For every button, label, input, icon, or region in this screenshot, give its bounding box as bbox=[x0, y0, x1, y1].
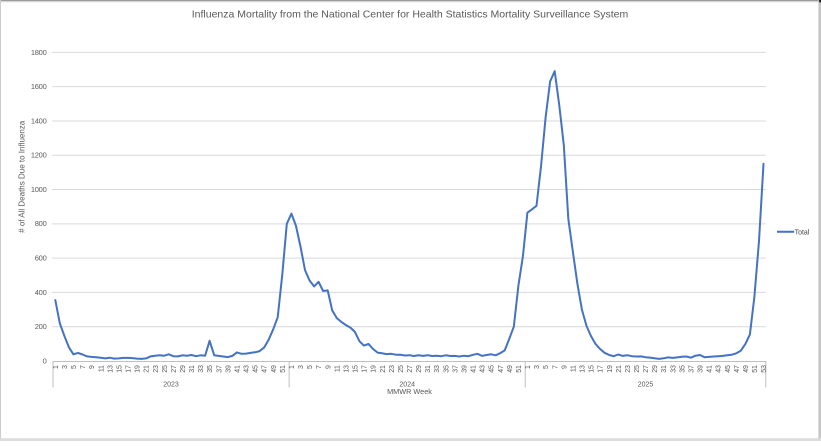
svg-text:7: 7 bbox=[80, 365, 87, 369]
svg-text:1: 1 bbox=[525, 365, 532, 369]
svg-text:Influenza Mortality from the N: Influenza Mortality from the National Ce… bbox=[192, 9, 629, 21]
svg-text:53: 53 bbox=[761, 365, 768, 373]
svg-text:11: 11 bbox=[98, 365, 105, 372]
svg-text:13: 13 bbox=[580, 365, 587, 373]
svg-text:33: 33 bbox=[198, 365, 205, 373]
svg-text:1000: 1000 bbox=[31, 185, 47, 194]
svg-text:31: 31 bbox=[661, 365, 668, 373]
svg-text:41: 41 bbox=[235, 365, 242, 373]
svg-text:200: 200 bbox=[35, 322, 47, 331]
svg-text:21: 21 bbox=[144, 365, 151, 373]
svg-text:21: 21 bbox=[380, 365, 387, 373]
svg-text:Total: Total bbox=[795, 229, 810, 236]
svg-text:23: 23 bbox=[153, 365, 160, 373]
svg-text:41: 41 bbox=[471, 365, 478, 373]
svg-text:1800: 1800 bbox=[31, 48, 47, 57]
svg-text:39: 39 bbox=[462, 365, 469, 373]
svg-text:47: 47 bbox=[262, 365, 269, 373]
svg-text:400: 400 bbox=[35, 288, 47, 297]
svg-text:29: 29 bbox=[180, 365, 187, 373]
svg-text:# of All Deaths Due to Influen: # of All Deaths Due to Influenza bbox=[18, 120, 27, 233]
svg-text:47: 47 bbox=[498, 365, 505, 373]
svg-text:17: 17 bbox=[126, 365, 133, 373]
svg-text:25: 25 bbox=[398, 365, 405, 373]
svg-text:49: 49 bbox=[507, 365, 514, 373]
svg-text:39: 39 bbox=[225, 365, 232, 373]
svg-text:3: 3 bbox=[298, 365, 305, 369]
svg-text:9: 9 bbox=[561, 365, 568, 369]
svg-text:39: 39 bbox=[698, 365, 705, 373]
svg-text:25: 25 bbox=[634, 365, 641, 373]
svg-text:27: 27 bbox=[643, 365, 650, 373]
svg-text:0: 0 bbox=[43, 356, 47, 365]
svg-text:15: 15 bbox=[116, 365, 123, 373]
svg-text:17: 17 bbox=[598, 365, 605, 373]
svg-text:33: 33 bbox=[434, 365, 441, 373]
svg-text:19: 19 bbox=[135, 365, 142, 373]
svg-text:45: 45 bbox=[253, 365, 260, 373]
svg-text:33: 33 bbox=[670, 365, 677, 373]
svg-text:37: 37 bbox=[216, 365, 223, 373]
svg-text:37: 37 bbox=[452, 365, 459, 373]
svg-text:15: 15 bbox=[353, 365, 360, 373]
svg-text:21: 21 bbox=[616, 365, 623, 373]
svg-text:3: 3 bbox=[534, 365, 541, 369]
svg-text:1400: 1400 bbox=[31, 116, 47, 125]
svg-text:13: 13 bbox=[107, 365, 114, 373]
svg-text:800: 800 bbox=[35, 219, 47, 228]
svg-text:43: 43 bbox=[716, 365, 723, 373]
svg-text:45: 45 bbox=[489, 365, 496, 373]
svg-text:25: 25 bbox=[162, 365, 169, 373]
svg-text:19: 19 bbox=[371, 365, 378, 373]
svg-text:1600: 1600 bbox=[31, 82, 47, 91]
svg-text:51: 51 bbox=[280, 365, 287, 373]
svg-text:2024: 2024 bbox=[399, 381, 415, 388]
svg-text:5: 5 bbox=[543, 365, 550, 369]
svg-text:17: 17 bbox=[362, 365, 369, 373]
svg-text:19: 19 bbox=[607, 365, 614, 373]
svg-text:7: 7 bbox=[316, 365, 323, 369]
svg-text:47: 47 bbox=[734, 365, 741, 373]
svg-text:31: 31 bbox=[425, 365, 432, 373]
svg-text:1200: 1200 bbox=[31, 151, 47, 160]
svg-text:15: 15 bbox=[589, 365, 596, 373]
svg-text:23: 23 bbox=[389, 365, 396, 373]
svg-text:27: 27 bbox=[407, 365, 414, 373]
svg-text:41: 41 bbox=[707, 365, 714, 373]
svg-text:9: 9 bbox=[89, 365, 96, 369]
svg-text:11: 11 bbox=[334, 365, 341, 372]
svg-text:49: 49 bbox=[743, 365, 750, 373]
svg-text:35: 35 bbox=[443, 365, 450, 373]
svg-text:13: 13 bbox=[343, 365, 350, 373]
svg-text:45: 45 bbox=[725, 365, 732, 373]
svg-text:31: 31 bbox=[189, 365, 196, 373]
svg-text:29: 29 bbox=[652, 365, 659, 373]
svg-text:1: 1 bbox=[289, 365, 296, 369]
svg-text:27: 27 bbox=[171, 365, 178, 373]
svg-text:2023: 2023 bbox=[163, 381, 179, 388]
svg-text:43: 43 bbox=[480, 365, 487, 373]
svg-text:35: 35 bbox=[207, 365, 214, 373]
svg-text:35: 35 bbox=[679, 365, 686, 373]
svg-text:51: 51 bbox=[516, 365, 523, 373]
svg-text:43: 43 bbox=[244, 365, 251, 373]
svg-text:2025: 2025 bbox=[638, 381, 654, 388]
svg-text:600: 600 bbox=[35, 254, 47, 263]
svg-text:37: 37 bbox=[689, 365, 696, 373]
svg-text:5: 5 bbox=[307, 365, 314, 369]
svg-text:23: 23 bbox=[625, 365, 632, 373]
svg-text:49: 49 bbox=[271, 365, 278, 373]
svg-text:29: 29 bbox=[416, 365, 423, 373]
svg-text:3: 3 bbox=[62, 365, 69, 369]
svg-text:11: 11 bbox=[570, 365, 577, 372]
svg-text:7: 7 bbox=[552, 365, 559, 369]
svg-text:51: 51 bbox=[752, 365, 759, 373]
svg-text:1: 1 bbox=[53, 365, 60, 369]
svg-text:MMWR Week: MMWR Week bbox=[387, 387, 432, 396]
svg-text:9: 9 bbox=[325, 365, 332, 369]
svg-text:5: 5 bbox=[71, 365, 78, 369]
